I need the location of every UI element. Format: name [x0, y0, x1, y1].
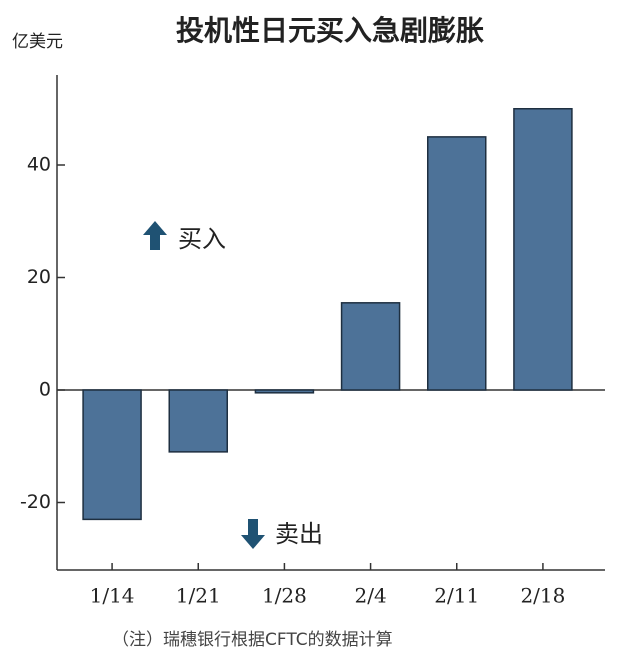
down-arrow	[241, 519, 265, 549]
y-axis-label: 亿美元	[12, 32, 63, 52]
y-tick-label: 20	[27, 266, 51, 288]
y-tick-label: -20	[20, 491, 51, 513]
y-tick-label: 40	[27, 154, 51, 176]
bar	[427, 136, 487, 391]
x-tick-label: 2/11	[434, 584, 479, 608]
up-arrow	[143, 221, 167, 250]
annotation: 卖出	[275, 520, 323, 548]
note: （注）瑞穗银行根据CFTC的数据计算	[112, 630, 393, 650]
x-tick-label: 1/14	[90, 584, 135, 608]
bar	[82, 389, 142, 521]
bar	[513, 108, 573, 391]
x-tick-label: 2/18	[520, 584, 565, 608]
x-tick-label: 1/28	[262, 584, 307, 608]
annotation: 买入	[178, 225, 226, 253]
bar	[254, 389, 315, 394]
y-tick-label: 0	[39, 379, 51, 401]
x-tick-label: 1/21	[176, 584, 221, 608]
bar	[340, 302, 401, 391]
bar	[168, 389, 228, 453]
chart-title: 投机性日元买入急剧膨胀	[176, 14, 484, 47]
x-tick-label: 2/4	[354, 584, 386, 608]
